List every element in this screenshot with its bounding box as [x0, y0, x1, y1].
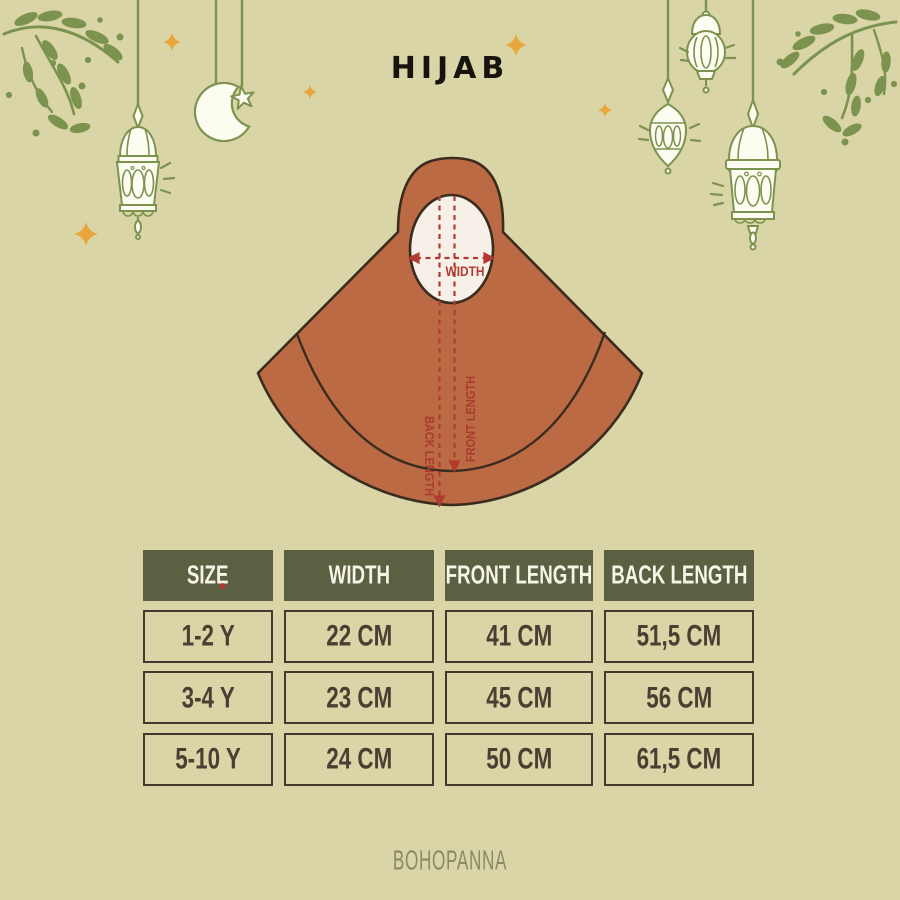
width-arrow-left	[407, 251, 420, 265]
back-length-label: BACK LENGTH	[422, 415, 436, 497]
cell-row1-front-length: 41 CM	[445, 609, 593, 663]
cell-row3-width: 24 CM	[284, 732, 434, 786]
hijab-body	[256, 156, 644, 507]
sparkle-icon	[163, 33, 181, 51]
width-arrow-right	[483, 251, 496, 265]
lantern-large-icon	[709, 0, 781, 251]
width-label: WIDTH	[445, 263, 485, 279]
page-title: HIJAB	[390, 51, 510, 86]
sparkle-icon	[74, 222, 98, 246]
cell-row2-width: 23 CM	[284, 671, 434, 724]
back-length-arrow	[433, 495, 446, 508]
crescent-moon-icon	[193, 0, 251, 143]
cell-row2-size: 3-4 Y	[143, 671, 273, 724]
hijab-front-hem	[295, 331, 607, 473]
sparkle-icon	[303, 85, 317, 99]
front-length-arrow	[448, 460, 461, 473]
cell-row3-size: 5-10 Y	[143, 732, 273, 786]
sparkle-icon	[598, 103, 612, 117]
lantern-small-icon	[637, 0, 702, 175]
cell-row1-size: 1-2 Y	[143, 609, 273, 663]
brand-footer: BOHOPANNA	[392, 844, 508, 876]
lantern-round-icon	[678, 0, 737, 94]
size-table: SIZE WIDTH FRONT LENGTH BACK LENGTH 1-2 …	[143, 550, 754, 786]
cell-row2-back-length: 56 CM	[604, 671, 754, 724]
cell-row1-back-length: 51,5 CM	[604, 609, 754, 663]
sparkle-icon	[505, 34, 527, 56]
branch-right-icon	[776, 9, 898, 146]
lantern-left-icon	[115, 0, 176, 240]
hijab-face	[408, 193, 495, 305]
cell-row2-front-length: 45 CM	[445, 671, 593, 724]
cell-row3-back-length: 61,5 CM	[604, 732, 754, 786]
front-length-label: FRONT LENGTH	[464, 375, 478, 463]
branch-left-icon	[2, 10, 124, 137]
cell-row1-width: 22 CM	[284, 609, 434, 663]
red-mark	[220, 583, 225, 589]
cell-row3-front-length: 50 CM	[445, 732, 593, 786]
header-cell-back-length: BACK LENGTH	[604, 550, 754, 601]
header-cell-front-length: FRONT LENGTH	[445, 550, 593, 601]
header-cell-size: SIZE	[143, 550, 273, 601]
star-icon	[230, 0, 255, 110]
header-cell-width: WIDTH	[284, 550, 434, 601]
